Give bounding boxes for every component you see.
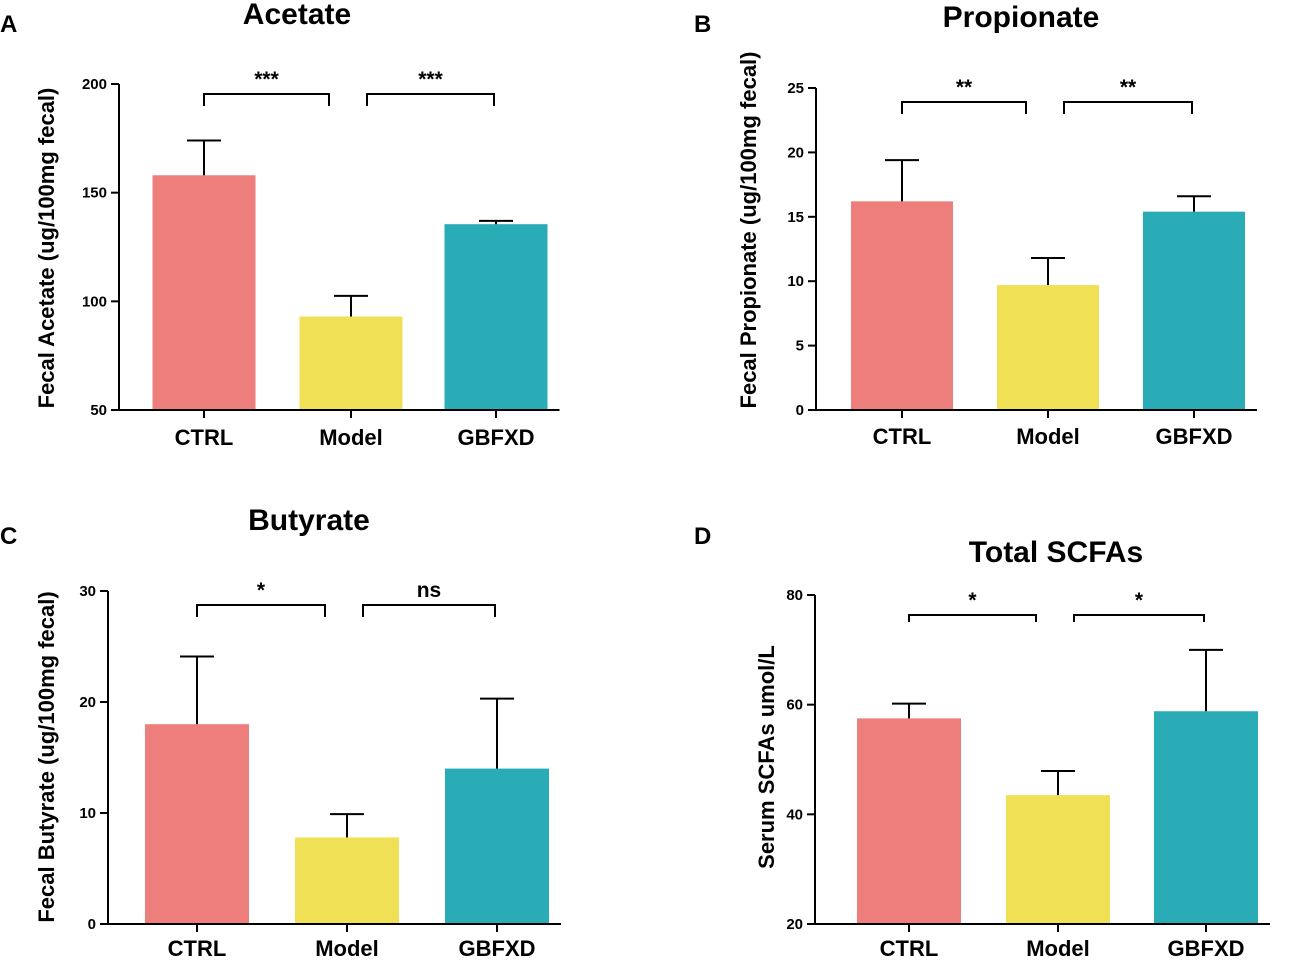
category-label: CTRL <box>168 936 227 961</box>
y-tick-label: 5 <box>796 338 804 355</box>
y-tick-label: 60 <box>786 697 803 714</box>
category-label: Model <box>315 936 379 961</box>
y-tick-label: 0 <box>796 402 804 419</box>
bar-model <box>299 316 403 410</box>
category-label: GBFXD <box>459 936 536 961</box>
y-tick-label: 40 <box>786 806 803 823</box>
panel-letter: B <box>694 11 711 38</box>
category-label: Model <box>1016 424 1080 449</box>
bar-gbfxd <box>444 224 548 410</box>
panel-propionate: B Propionate Fecal Propionate (ug/100mg … <box>694 1 1257 449</box>
significance-label: * <box>968 589 977 612</box>
y-tick-label: 25 <box>787 80 804 97</box>
y-tick-label: 50 <box>90 402 107 419</box>
y-axis-label: Fecal Propionate (ug/100mg fecal) <box>736 52 761 409</box>
bar-gbfxd <box>445 768 549 924</box>
significance-bracket <box>362 604 496 617</box>
plot-area: CTRL Model GBFXD 20 40 60 80 * * <box>786 587 1270 961</box>
category-label: CTRL <box>880 936 939 961</box>
plot-area: CTRL Model GBFXD 0 10 20 30 * ns <box>79 579 561 961</box>
significance-bracket <box>366 93 495 106</box>
panel-acetate: A Acetate Fecal Acetate (ug/100mg fecal)… <box>0 0 560 450</box>
y-axis-label: Fecal Butyrate (ug/100mg fecal) <box>34 591 59 922</box>
y-tick-label: 10 <box>787 273 804 290</box>
significance-bracket <box>1073 614 1205 622</box>
bar-gbfxd <box>1154 711 1258 924</box>
bar-ctrl <box>851 201 953 410</box>
bar-model <box>295 837 399 924</box>
y-tick-label: 20 <box>79 694 96 711</box>
y-axis-label: Fecal Acetate (ug/100mg fecal) <box>34 88 59 409</box>
panel-butyrate: C Butyrate Fecal Butyrate (ug/100mg feca… <box>0 504 561 961</box>
category-label: GBFXD <box>1168 936 1245 961</box>
bar-gbfxd <box>1143 211 1245 410</box>
category-label: CTRL <box>175 425 234 450</box>
chart-title: Butyrate <box>248 504 370 537</box>
panel-letter: C <box>0 523 17 550</box>
significance-label: * <box>257 579 266 602</box>
category-label: GBFXD <box>1156 424 1233 449</box>
category-label: CTRL <box>873 424 932 449</box>
category-label: GBFXD <box>458 425 535 450</box>
panel-total-scfas: D Total SCFAs Serum SCFAs umol/L CTRL Mod… <box>694 523 1270 961</box>
plot-area: CTRL Model GBFXD 0 5 10 15 20 25 ** ** <box>787 76 1257 449</box>
bar-ctrl <box>857 718 961 924</box>
y-tick-label: 150 <box>82 185 107 202</box>
panel-letter: D <box>694 523 711 550</box>
y-tick-label: 30 <box>79 583 96 600</box>
y-tick-label: 100 <box>82 293 107 310</box>
chart-title: Total SCFAs <box>969 536 1143 569</box>
y-axis-label: Serum SCFAs umol/L <box>754 645 779 869</box>
significance-label: ** <box>1120 76 1137 99</box>
significance-label: * <box>1135 589 1144 612</box>
bar-model <box>1006 795 1110 924</box>
category-label: Model <box>1026 936 1090 961</box>
panel-letter: A <box>0 11 17 38</box>
chart-title: Propionate <box>943 1 1100 34</box>
bar-ctrl <box>152 175 256 410</box>
significance-bracket <box>1063 101 1193 114</box>
y-tick-label: 200 <box>82 76 107 93</box>
significance-label: ** <box>956 76 973 99</box>
y-tick-label: 15 <box>787 209 804 226</box>
chart-title: Acetate <box>243 0 351 31</box>
bar-ctrl <box>145 724 249 924</box>
significance-bracket <box>203 93 330 106</box>
significance-label: ns <box>417 579 442 602</box>
category-label: Model <box>319 425 383 450</box>
bar-model <box>997 285 1099 410</box>
y-tick-label: 20 <box>786 916 803 933</box>
y-tick-label: 10 <box>79 805 96 822</box>
significance-bracket <box>901 101 1027 114</box>
y-tick-label: 80 <box>786 587 803 604</box>
significance-label: *** <box>418 68 443 91</box>
significance-label: *** <box>254 68 279 91</box>
plot-area: CTRL Model GBFXD 50 100 150 200 *** *** <box>82 68 560 450</box>
significance-bracket <box>196 604 326 617</box>
significance-bracket <box>908 614 1037 622</box>
y-tick-label: 0 <box>88 916 96 933</box>
y-tick-label: 20 <box>787 144 804 161</box>
